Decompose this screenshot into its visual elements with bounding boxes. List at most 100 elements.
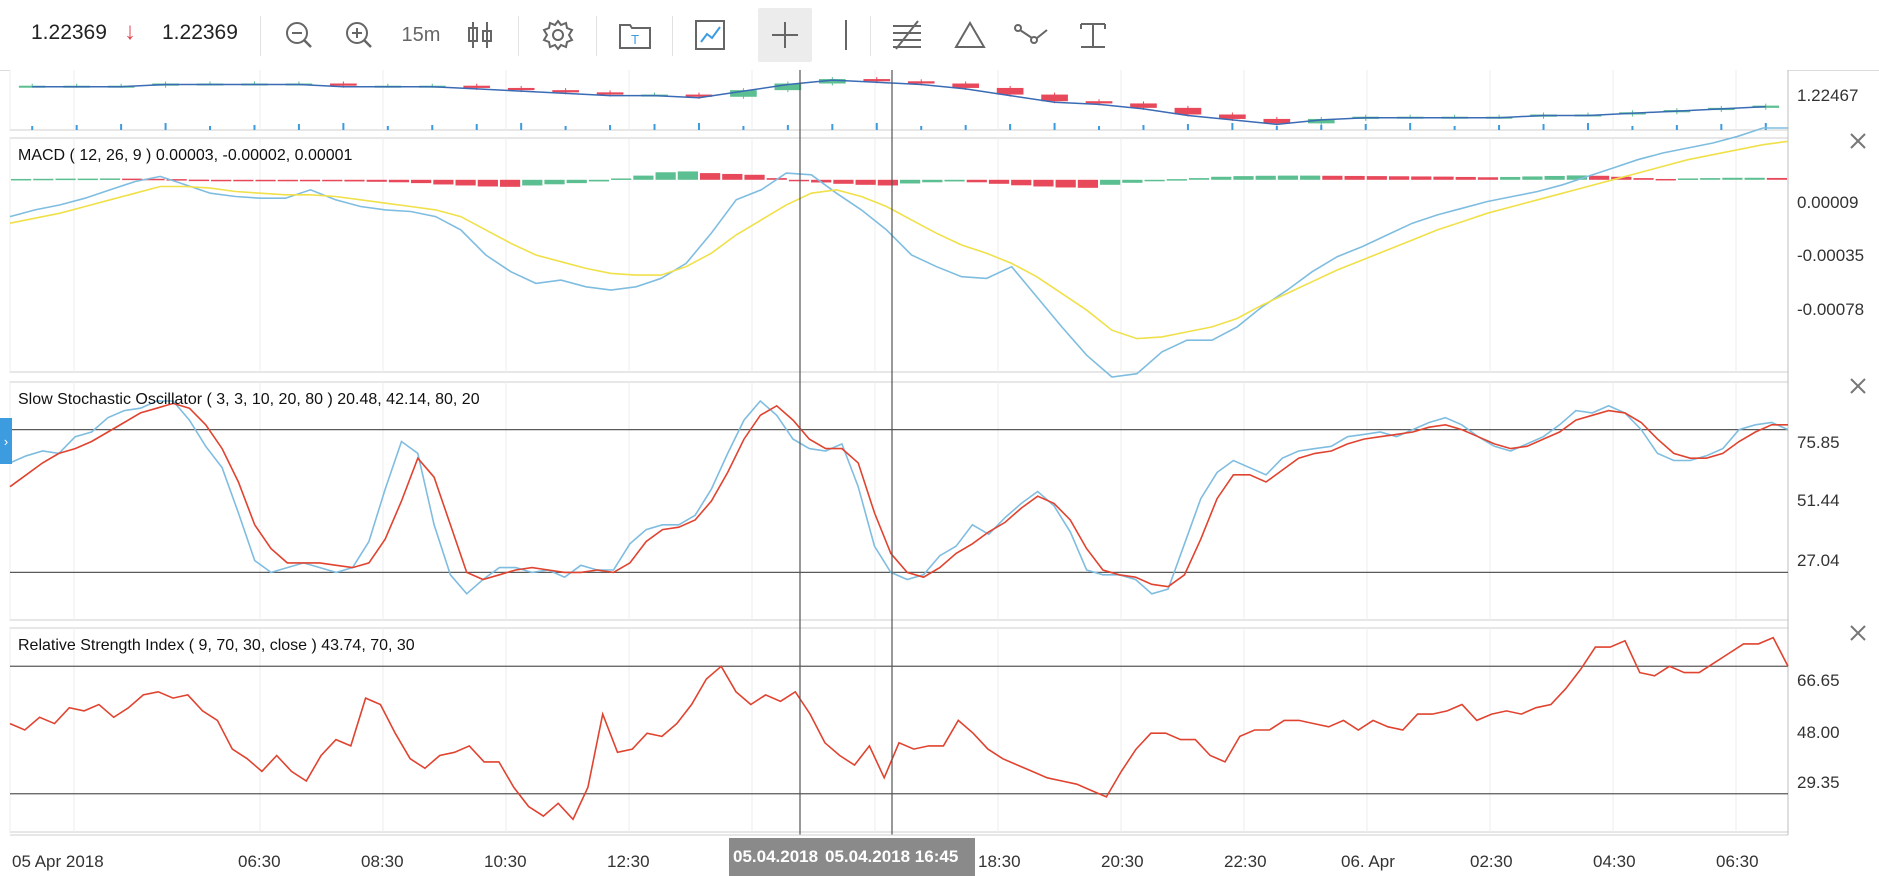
macd-histogram-bar (366, 179, 387, 182)
toolbar-divider (870, 16, 871, 56)
macd-histogram-bar (1077, 179, 1099, 188)
candlestick-icon[interactable] (458, 10, 504, 60)
indicator-icon[interactable] (687, 10, 733, 60)
volume-bar (520, 123, 523, 130)
vertical-line-icon[interactable] (823, 10, 869, 60)
volume-bar (1453, 126, 1456, 130)
pane-frame (9, 70, 1789, 131)
indicator-line-1 (9, 636, 1789, 821)
text-tool-icon[interactable] (1070, 10, 1116, 60)
macd-histogram-bar (299, 179, 321, 182)
volume-bar (31, 126, 34, 130)
macd-histogram-bar (1766, 177, 1787, 180)
ask-price: 1.22369 (162, 21, 238, 44)
time-axis-label: 08:30 (361, 852, 404, 871)
macd-histogram-bar (1100, 179, 1121, 185)
toolbar: 1.22369 ↓ 1.22369 15m T (0, 0, 1879, 71)
macd-histogram-bar (1411, 176, 1432, 180)
volume-bar (1142, 125, 1145, 130)
macd-histogram-bar (477, 179, 498, 187)
macd-histogram-bar (655, 172, 676, 180)
macd-histogram-bar (1011, 179, 1032, 186)
macd-histogram-bar (233, 179, 254, 182)
volume-bar (1275, 126, 1278, 130)
trendline-icon[interactable] (1008, 10, 1054, 60)
volume-bar (875, 123, 878, 130)
indicator-line-2 (9, 402, 1788, 588)
candle-body (907, 81, 935, 84)
macd-histogram-bar (1055, 179, 1076, 188)
pane-frame (9, 627, 1789, 833)
macd-histogram-bar (255, 179, 276, 182)
macd-histogram-bar (1633, 178, 1654, 180)
macd-histogram-bar (1544, 175, 1565, 180)
macd-histogram-bar (611, 178, 632, 180)
time-axis-label: 06:30 (238, 852, 281, 871)
macd-histogram-bar (677, 171, 698, 180)
volume-bar (1231, 123, 1234, 130)
crosshair-icon[interactable] (758, 8, 812, 62)
macd-histogram-bar (1477, 177, 1499, 180)
template-icon[interactable]: T (612, 10, 658, 60)
time-axis-label: 22:30 (1224, 852, 1267, 871)
stochastic-axis-label: 27.04 (1797, 551, 1840, 570)
macd-histogram-bar (55, 178, 76, 181)
settings-icon[interactable] (535, 10, 581, 60)
macd-histogram-bar (788, 179, 810, 182)
chart-area[interactable]: 1.22467 MACD ( 12, 26, 9 ) 0.00003, -0.00… (0, 70, 1879, 876)
macd-histogram-bar (900, 179, 921, 184)
volume-bar (742, 126, 745, 130)
macd-histogram-bar (699, 173, 721, 180)
candle-body (685, 94, 713, 97)
macd-histogram-bar (1566, 175, 1587, 180)
macd-histogram-bar (322, 179, 343, 182)
fibonacci-icon[interactable] (884, 10, 930, 60)
volume-bar (609, 125, 612, 130)
candle-body (330, 83, 357, 86)
rsi-axis-label: 66.65 (1797, 671, 1840, 690)
macd-axis-label: 0.00009 (1797, 193, 1858, 212)
macd-histogram-bar (1033, 179, 1054, 187)
candle-body (863, 79, 891, 82)
macd-histogram-bar (1211, 176, 1232, 180)
rsi-axis-label: 29.35 (1797, 773, 1840, 792)
time-axis-label: 12:30 (607, 852, 650, 871)
macd-histogram-bar (944, 179, 965, 182)
volume-bar (1586, 123, 1589, 130)
indicator-line-1 (9, 127, 1788, 378)
close-macd-icon[interactable] (1847, 130, 1869, 152)
candle-body (596, 92, 624, 95)
macd-histogram-bar (522, 179, 543, 186)
macd-histogram-bar (1344, 175, 1365, 180)
volume-bar (1320, 125, 1323, 130)
candle-body (730, 90, 757, 97)
macd-histogram-bar (1522, 176, 1543, 180)
zoom-out-icon[interactable] (276, 10, 322, 60)
volume-bar (1186, 124, 1189, 130)
triangle-icon[interactable] (947, 10, 993, 60)
macd-histogram-bar (1677, 178, 1699, 180)
candle-body (552, 90, 579, 93)
macd-histogram-bar (1744, 177, 1765, 180)
macd-histogram-bar (1322, 175, 1343, 180)
indicator-line-2 (9, 140, 1789, 340)
macd-histogram-bar (166, 179, 187, 181)
candle-body (463, 85, 491, 88)
macd-histogram-bar (566, 179, 587, 184)
volume-bar (1498, 125, 1501, 130)
close-stochastic-icon[interactable] (1847, 375, 1869, 397)
macd-histogram-bar (1233, 176, 1254, 180)
time-axis-label: 04:30 (1593, 852, 1636, 871)
candle-body (1219, 114, 1246, 119)
macd-histogram-bar (833, 179, 854, 184)
macd-histogram-bar (1388, 176, 1410, 180)
zoom-in-icon[interactable] (336, 10, 382, 60)
expand-panel-tab[interactable]: › (0, 418, 12, 464)
candle-body (1174, 107, 1202, 115)
close-rsi-icon[interactable] (1847, 622, 1869, 644)
macd-histogram-bar (1655, 178, 1676, 181)
macd-histogram-bar (633, 175, 654, 180)
interval-button[interactable]: 15m (401, 23, 441, 46)
volume-bar (386, 126, 389, 130)
macd-histogram-bar (744, 174, 765, 180)
